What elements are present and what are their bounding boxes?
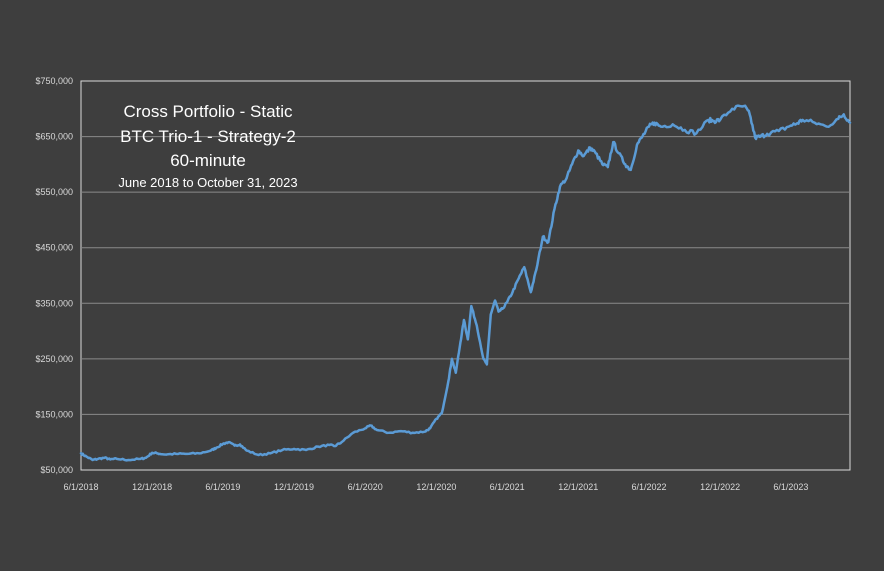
chart-title-line-2: BTC Trio-1 - Strategy-2 [120, 127, 296, 146]
x-tick-label: 6/1/2020 [348, 482, 383, 492]
y-axis-ticks: $50,000 $150,000 $250,000 $350,000 $450,000 $… [35, 76, 73, 475]
x-tick-label: 12/1/2021 [558, 482, 598, 492]
chart-title-line-3: 60-minute [170, 151, 246, 170]
gridlines [81, 136, 850, 415]
x-tick-label: 12/1/2022 [700, 482, 740, 492]
chart-title-line-1: Cross Portfolio - Static [123, 102, 293, 121]
y-tick-label: $550,000 [35, 187, 73, 197]
x-tick-label: 12/1/2019 [274, 482, 314, 492]
y-tick-label: $150,000 [35, 409, 73, 419]
x-tick-label: 6/1/2023 [773, 482, 808, 492]
series-line [79, 104, 852, 462]
y-tick-label: $350,000 [35, 298, 73, 308]
y-tick-label: $50,000 [40, 465, 73, 475]
x-axis-ticks: 6/1/2018 12/1/2018 6/1/2019 12/1/2019 6/1/20… [63, 482, 808, 492]
x-tick-label: 6/1/2022 [631, 482, 666, 492]
x-tick-label: 6/1/2018 [63, 482, 98, 492]
y-tick-label: $650,000 [35, 132, 73, 142]
x-tick-label: 6/1/2019 [205, 482, 240, 492]
y-tick-label: $450,000 [35, 243, 73, 253]
y-tick-label: $750,000 [35, 76, 73, 86]
x-tick-label: 12/1/2020 [416, 482, 456, 492]
x-tick-label: 12/1/2018 [132, 482, 172, 492]
y-tick-label: $250,000 [35, 354, 73, 364]
chart-title-line-4: June 2018 to October 31, 2023 [118, 175, 297, 190]
chart-title-block: Cross Portfolio - Static BTC Trio-1 - St… [118, 102, 297, 190]
x-tick-label: 6/1/2021 [490, 482, 525, 492]
plot-area [80, 80, 851, 471]
